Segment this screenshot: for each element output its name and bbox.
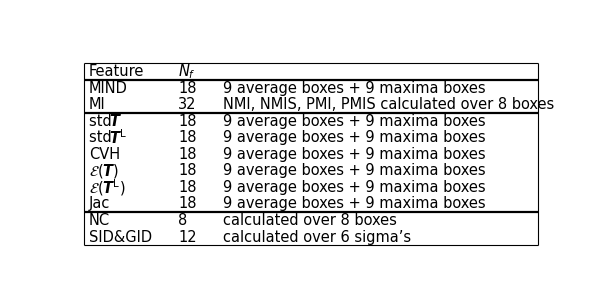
Text: $\mathcal{E}(\boldsymbol{T}^{\mathrm{L}})$: $\mathcal{E}(\boldsymbol{T}^{\mathrm{L}}…: [89, 177, 125, 198]
Text: Jac: Jac: [89, 197, 110, 211]
Text: 18: 18: [178, 130, 196, 145]
Text: $\mathcal{E}(\boldsymbol{T})$: $\mathcal{E}(\boldsymbol{T})$: [89, 162, 119, 180]
Text: 9 average boxes + 9 maxima boxes: 9 average boxes + 9 maxima boxes: [223, 163, 485, 178]
Text: 18: 18: [178, 114, 196, 129]
Text: NMI, NMIS, PMI, PMIS calculated over 8 boxes: NMI, NMIS, PMI, PMIS calculated over 8 b…: [223, 97, 554, 112]
Text: 9 average boxes + 9 maxima boxes: 9 average boxes + 9 maxima boxes: [223, 180, 485, 195]
Text: 8: 8: [178, 213, 187, 228]
Text: 9 average boxes + 9 maxima boxes: 9 average boxes + 9 maxima boxes: [223, 147, 485, 162]
Text: NC: NC: [89, 213, 110, 228]
Text: 32: 32: [178, 97, 196, 112]
Text: $\boldsymbol{T}$: $\boldsymbol{T}$: [109, 113, 122, 129]
Text: MI: MI: [89, 97, 105, 112]
Text: std: std: [89, 130, 116, 145]
Text: 18: 18: [178, 197, 196, 211]
Text: MIND: MIND: [89, 81, 128, 96]
Text: $\boldsymbol{T}^{\mathrm{L}}$: $\boldsymbol{T}^{\mathrm{L}}$: [109, 128, 127, 147]
Text: 18: 18: [178, 180, 196, 195]
Text: 9 average boxes + 9 maxima boxes: 9 average boxes + 9 maxima boxes: [223, 197, 485, 211]
Text: 9 average boxes + 9 maxima boxes: 9 average boxes + 9 maxima boxes: [223, 81, 485, 96]
Text: SID&GID: SID&GID: [89, 230, 152, 244]
Text: 18: 18: [178, 81, 196, 96]
Text: CVH: CVH: [89, 147, 120, 162]
Text: 18: 18: [178, 147, 196, 162]
Text: 12: 12: [178, 230, 197, 244]
Text: 18: 18: [178, 163, 196, 178]
Text: 9 average boxes + 9 maxima boxes: 9 average boxes + 9 maxima boxes: [223, 114, 485, 129]
Text: calculated over 8 boxes: calculated over 8 boxes: [223, 213, 397, 228]
Text: calculated over 6 sigma’s: calculated over 6 sigma’s: [223, 230, 411, 244]
Text: Feature: Feature: [89, 64, 144, 79]
Text: std: std: [89, 114, 116, 129]
Text: $N_f$: $N_f$: [178, 62, 196, 81]
Text: 9 average boxes + 9 maxima boxes: 9 average boxes + 9 maxima boxes: [223, 130, 485, 145]
